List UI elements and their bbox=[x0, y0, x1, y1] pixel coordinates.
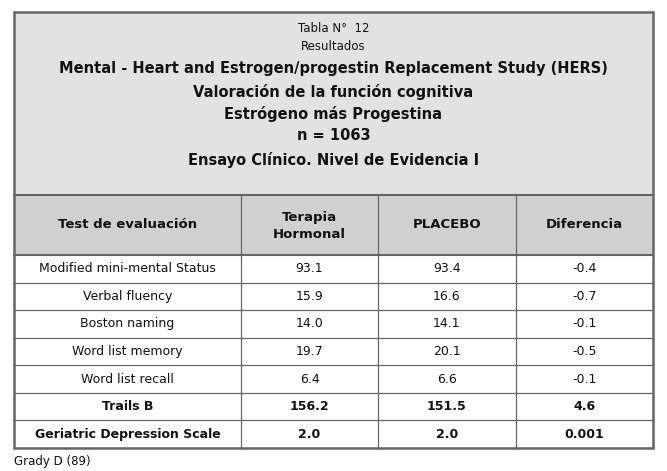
Text: 93.1: 93.1 bbox=[295, 262, 323, 275]
Text: Hormonal: Hormonal bbox=[273, 228, 346, 242]
Text: Trails B: Trails B bbox=[102, 400, 153, 413]
Text: Boston naming: Boston naming bbox=[80, 317, 175, 331]
Text: -0.5: -0.5 bbox=[572, 345, 596, 358]
Text: Tabla N°  12: Tabla N° 12 bbox=[297, 22, 370, 34]
Text: Modified mini-mental Status: Modified mini-mental Status bbox=[39, 262, 216, 275]
Text: Geriatric Depression Scale: Geriatric Depression Scale bbox=[35, 428, 220, 441]
Text: Word list memory: Word list memory bbox=[72, 345, 183, 358]
Text: 4.6: 4.6 bbox=[573, 400, 596, 413]
Text: 19.7: 19.7 bbox=[295, 345, 323, 358]
Bar bbox=[14, 255, 653, 448]
Text: n = 1063: n = 1063 bbox=[297, 129, 370, 144]
Text: 156.2: 156.2 bbox=[289, 400, 329, 413]
Text: Valoración de la función cognitiva: Valoración de la función cognitiva bbox=[193, 84, 474, 100]
Text: 2.0: 2.0 bbox=[298, 428, 321, 441]
Text: 0.001: 0.001 bbox=[564, 428, 604, 441]
Text: -0.1: -0.1 bbox=[572, 317, 596, 331]
Text: Terapia: Terapia bbox=[282, 211, 337, 224]
Text: 14.0: 14.0 bbox=[295, 317, 323, 331]
Text: Estrógeno más Progestina: Estrógeno más Progestina bbox=[225, 106, 442, 122]
Text: 6.4: 6.4 bbox=[299, 373, 319, 386]
Text: 6.6: 6.6 bbox=[437, 373, 457, 386]
Text: 20.1: 20.1 bbox=[433, 345, 461, 358]
Bar bbox=[14, 195, 653, 255]
Text: -0.1: -0.1 bbox=[572, 373, 596, 386]
Text: Verbal fluency: Verbal fluency bbox=[83, 290, 172, 303]
Text: 93.4: 93.4 bbox=[433, 262, 461, 275]
Text: PLACEBO: PLACEBO bbox=[413, 219, 481, 232]
Text: Word list recall: Word list recall bbox=[81, 373, 174, 386]
Text: 151.5: 151.5 bbox=[427, 400, 467, 413]
Text: 2.0: 2.0 bbox=[436, 428, 458, 441]
Text: Resultados: Resultados bbox=[301, 40, 366, 52]
Text: Test de evaluación: Test de evaluación bbox=[58, 219, 197, 232]
Text: Ensayo Clínico. Nivel de Evidencia I: Ensayo Clínico. Nivel de Evidencia I bbox=[188, 152, 479, 168]
Text: -0.7: -0.7 bbox=[572, 290, 596, 303]
Text: Grady D (89): Grady D (89) bbox=[14, 455, 91, 469]
Text: Mental - Heart and Estrogen/progestin Replacement Study (HERS): Mental - Heart and Estrogen/progestin Re… bbox=[59, 60, 608, 75]
Text: 16.6: 16.6 bbox=[433, 290, 461, 303]
Text: -0.4: -0.4 bbox=[572, 262, 596, 275]
Text: 15.9: 15.9 bbox=[295, 290, 323, 303]
Text: 14.1: 14.1 bbox=[433, 317, 461, 331]
Text: Diferencia: Diferencia bbox=[546, 219, 623, 232]
